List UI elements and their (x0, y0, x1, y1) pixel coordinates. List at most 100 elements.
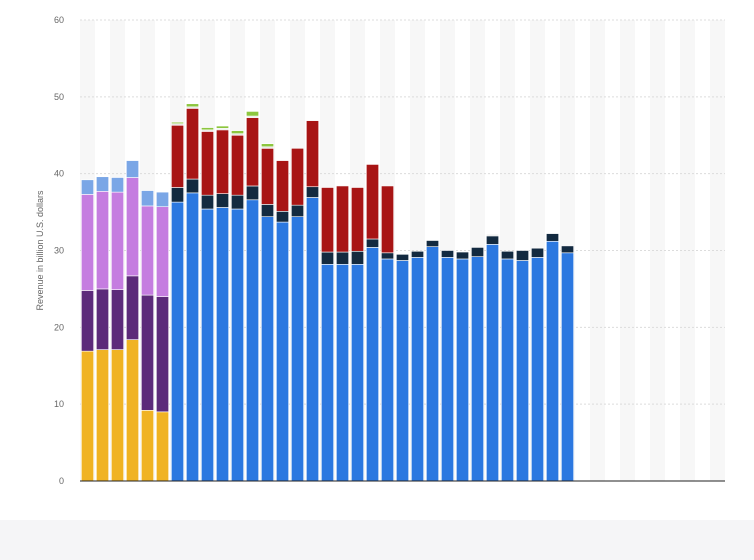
bar-segment-series-7 (231, 134, 244, 196)
bar-segment-series-5 (546, 240, 559, 482)
bar-segment-series-3 (96, 191, 109, 290)
bar-segment-series-5 (411, 257, 424, 482)
bar-segment-series-6 (366, 238, 379, 248)
y-tick-label: 60 (54, 15, 64, 25)
y-tick-label: 20 (54, 322, 64, 332)
bar-segment-series-5 (336, 264, 349, 482)
bar-segment-series-6 (231, 194, 244, 210)
bar-segment-series-7 (276, 160, 289, 212)
bar-segment-series-6 (516, 250, 529, 261)
bar-segment-series-3 (141, 205, 154, 296)
bar-segment-series-5 (366, 247, 379, 482)
bar-segment-series-2 (156, 296, 169, 413)
bar-segment-series-6 (471, 247, 484, 257)
bar-segment-series-5 (291, 216, 304, 482)
chart-area: 0 10 20 30 40 50 60 Revenue in billion U.S. do… (35, 15, 725, 486)
y-tick-label: 0 (59, 476, 64, 486)
bar-segment-series-5 (171, 201, 184, 482)
bar-segment-series-7 (321, 187, 334, 253)
y-tick-label: 30 (54, 246, 64, 256)
bar-segment-series-6 (276, 211, 289, 223)
bar-segment-series-6 (186, 178, 199, 194)
bar-segment-series-6 (351, 250, 364, 265)
bar-segment-series-2 (126, 275, 139, 340)
bar-segment-series-9 (216, 125, 229, 129)
bar-segment-series-1 (126, 339, 139, 482)
bar-segment-series-5 (486, 244, 499, 482)
bar-segment-series-5 (231, 208, 244, 482)
bar-segment-series-3 (126, 177, 139, 277)
bar-segment-series-7 (171, 124, 184, 188)
bar-segment-series-1 (141, 410, 154, 482)
bar-segment-series-5 (201, 208, 214, 482)
bar-segment-series-1 (111, 349, 124, 482)
bar-segment-series-6 (546, 233, 559, 242)
bar-segment-series-6 (531, 247, 544, 258)
y-tick-labels: 0 10 20 30 40 50 60 (54, 15, 64, 486)
bar-segment-series-1 (156, 411, 169, 482)
bar-segment-series-6 (456, 251, 469, 260)
bar-segment-series-3 (156, 206, 169, 297)
bar-segment-series-7 (216, 129, 229, 194)
bar-segment-series-6 (336, 251, 349, 265)
y-tick-label: 50 (54, 92, 64, 102)
bar-segment-series-6 (561, 245, 574, 254)
bar-segment-series-2 (141, 294, 154, 411)
bar-segment-series-3 (111, 191, 124, 290)
bar-segment-series-4 (111, 177, 124, 193)
bar-segment-series-9 (231, 130, 244, 135)
bars (81, 103, 574, 482)
bar-segment-series-1 (81, 350, 94, 482)
y-tick-label: 40 (54, 169, 64, 179)
bar-segment-series-6 (486, 235, 499, 245)
bar-segment-series-7 (186, 108, 199, 180)
bar-segment-series-5 (531, 257, 544, 482)
bar-segment-series-6 (501, 250, 514, 260)
bar-segment-series-6 (381, 252, 394, 260)
bar-segment-series-1 (96, 349, 109, 482)
bar-segment-series-4 (81, 179, 94, 195)
bar-segment-series-6 (291, 204, 304, 217)
y-axis-title: Revenue in billion U.S. dollars (35, 190, 45, 311)
bar-segment-series-5 (516, 260, 529, 482)
bar-segment-series-5 (216, 207, 229, 482)
bar-segment-series-4 (96, 176, 109, 192)
bar-segment-series-6 (261, 204, 274, 217)
bar-segment-series-6 (306, 186, 319, 198)
bar-segment-series-9 (186, 103, 199, 108)
bar-segment-series-9 (201, 127, 214, 131)
bar-segment-series-8 (486, 234, 499, 237)
bar-segment-series-6 (321, 251, 334, 265)
bar-segment-series-7 (201, 131, 214, 196)
bar-segment-series-5 (321, 264, 334, 482)
bar-segment-series-5 (441, 257, 454, 482)
bar-segment-series-9 (246, 111, 259, 117)
bar-segment-series-9 (261, 143, 274, 148)
bar-segment-series-7 (246, 117, 259, 187)
bar-segment-series-7 (306, 120, 319, 188)
bar-segment-series-5 (186, 192, 199, 482)
column-band (680, 20, 695, 481)
bar-segment-series-6 (216, 193, 229, 208)
bar-segment-series-4 (141, 190, 154, 207)
bar-segment-series-5 (276, 221, 289, 482)
bar-segment-series-7 (291, 148, 304, 206)
bar-segment-series-4 (156, 191, 169, 208)
bar-segment-series-6 (426, 240, 439, 247)
bar-segment-series-6 (411, 250, 424, 258)
gridlines (80, 19, 725, 405)
bar-segment-series-7 (261, 148, 274, 205)
bar-segment-series-6 (171, 187, 184, 203)
bar-segment-series-7 (381, 185, 394, 254)
bar-segment-series-5 (381, 258, 394, 482)
bar-segment-series-6 (396, 254, 409, 261)
bar-segment-series-5 (246, 199, 259, 482)
bar-segment-series-5 (501, 258, 514, 482)
bar-segment-series-5 (426, 246, 439, 482)
bar-segment-series-5 (261, 216, 274, 482)
column-band (620, 20, 635, 481)
bar-segment-series-6 (441, 250, 454, 258)
y-tick-label: 10 (54, 399, 64, 409)
bar-segment-series-6 (246, 185, 259, 201)
bar-segment-series-5 (351, 264, 364, 482)
